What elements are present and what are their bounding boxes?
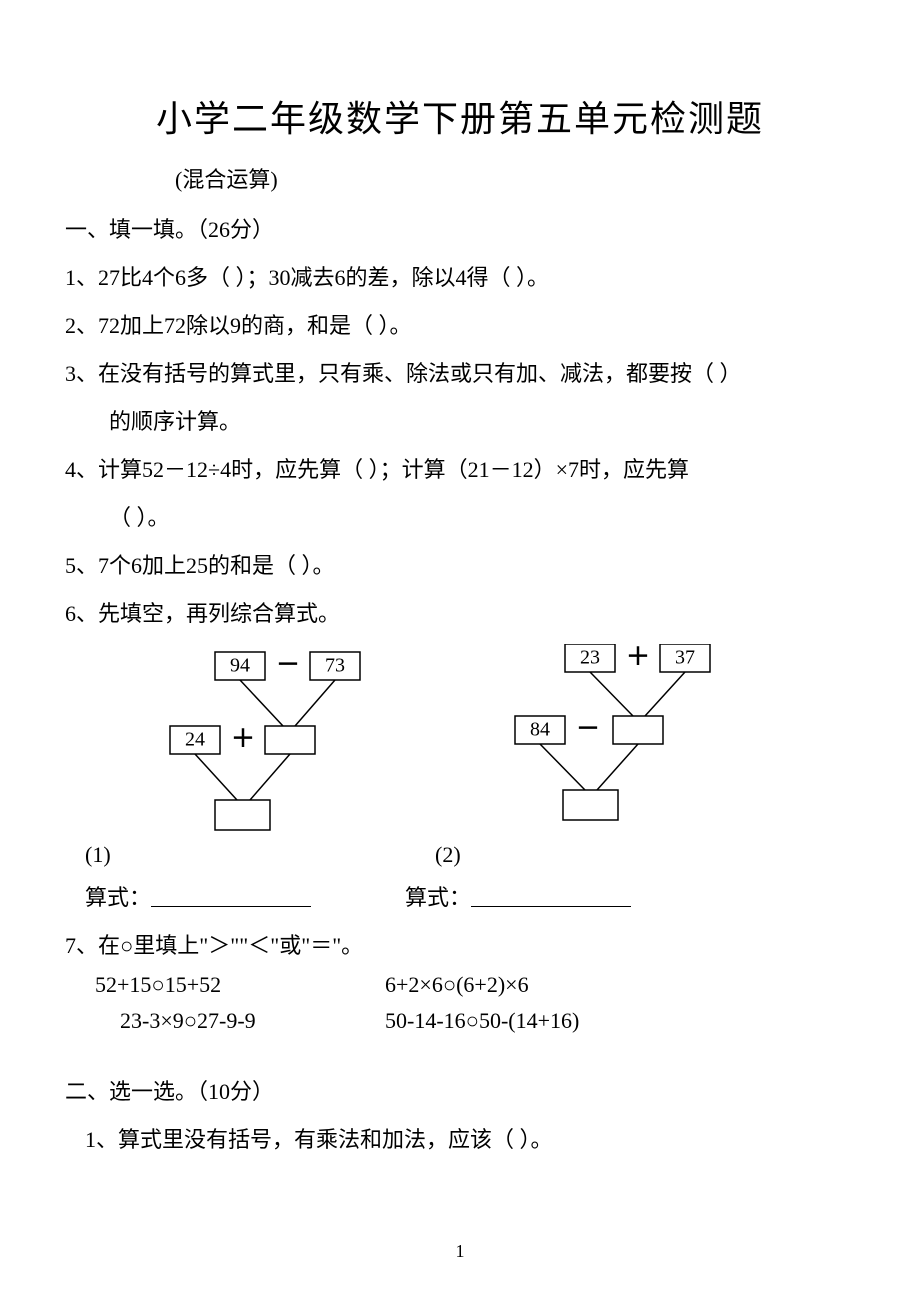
question-6: 6、先填空，再列综合算式。 xyxy=(65,592,855,636)
d2-op2: － xyxy=(576,717,600,743)
d2-op1: ＋ xyxy=(626,645,650,671)
compare-1-right: 6+2×6○(6+2)×6 xyxy=(385,972,529,998)
formula-row: 算式： 算式： xyxy=(65,880,855,912)
compare-2-right: 50-14-16○50-(14+16) xyxy=(385,1008,579,1034)
d1-op1: － xyxy=(276,653,300,679)
d2-b: 37 xyxy=(675,647,695,669)
diagram-row: 94 － 73 24 ＋ 23 ＋ 37 84 － xyxy=(65,644,855,834)
question-7: 7、在○里填上"＞""＜"或"＝"。 xyxy=(65,924,855,968)
document-title: 小学二年级数学下册第五单元检测题 xyxy=(65,90,855,142)
question-4-line1: 4、计算52－12÷4时，应先算（ ）；计算（21－12）×7时，应先算 xyxy=(65,448,855,492)
page-number: 1 xyxy=(0,1241,920,1262)
section-1-header: 一、填一填。（26分） xyxy=(65,212,855,244)
compare-1-left: 52+15○15+52 xyxy=(95,972,385,998)
question-2: 2、72加上72除以9的商，和是（ ）。 xyxy=(65,304,855,348)
compare-row-1: 52+15○15+52 6+2×6○(6+2)×6 xyxy=(65,972,855,998)
d1-op2: ＋ xyxy=(231,727,255,753)
diagram-labels: (1) (2) xyxy=(65,842,855,868)
section-2-q1: 1、算式里没有括号，有乘法和加法，应该（ ）。 xyxy=(65,1118,855,1162)
formula-blank-2 xyxy=(471,889,631,907)
question-3-line1: 3、在没有括号的算式里，只有乘、除法或只有加、减法，都要按（ ） xyxy=(65,352,855,396)
question-4-line2: （ ）。 xyxy=(65,496,855,540)
document-subtitle: (混合运算) xyxy=(175,162,855,194)
d1-label: (1) xyxy=(85,842,111,868)
diagram-2: 23 ＋ 37 84 － xyxy=(435,644,785,834)
formula-label-1: 算式： xyxy=(85,880,151,912)
d1-a: 94 xyxy=(230,655,250,677)
compare-2-left: 23-3×9○27-9-9 xyxy=(120,1008,385,1034)
d2-label: (2) xyxy=(435,842,461,868)
diagram-1: 94 － 73 24 ＋ xyxy=(85,644,435,834)
section-2-header: 二、选一选。（10分） xyxy=(65,1074,855,1106)
formula-label-2: 算式： xyxy=(405,880,471,912)
d2-a: 23 xyxy=(580,647,600,669)
formula-blank-1 xyxy=(151,889,311,907)
question-1: 1、27比4个6多（ ）；30减去6的差，除以4得（ ）。 xyxy=(65,256,855,300)
d2-c: 84 xyxy=(530,719,550,741)
d1-b: 73 xyxy=(325,655,345,677)
question-5: 5、7个6加上25的和是（ ）。 xyxy=(65,544,855,588)
d1-c: 24 xyxy=(185,729,205,751)
compare-row-2: 23-3×9○27-9-9 50-14-16○50-(14+16) xyxy=(65,1008,855,1034)
question-3-line2: 的顺序计算。 xyxy=(65,400,855,444)
